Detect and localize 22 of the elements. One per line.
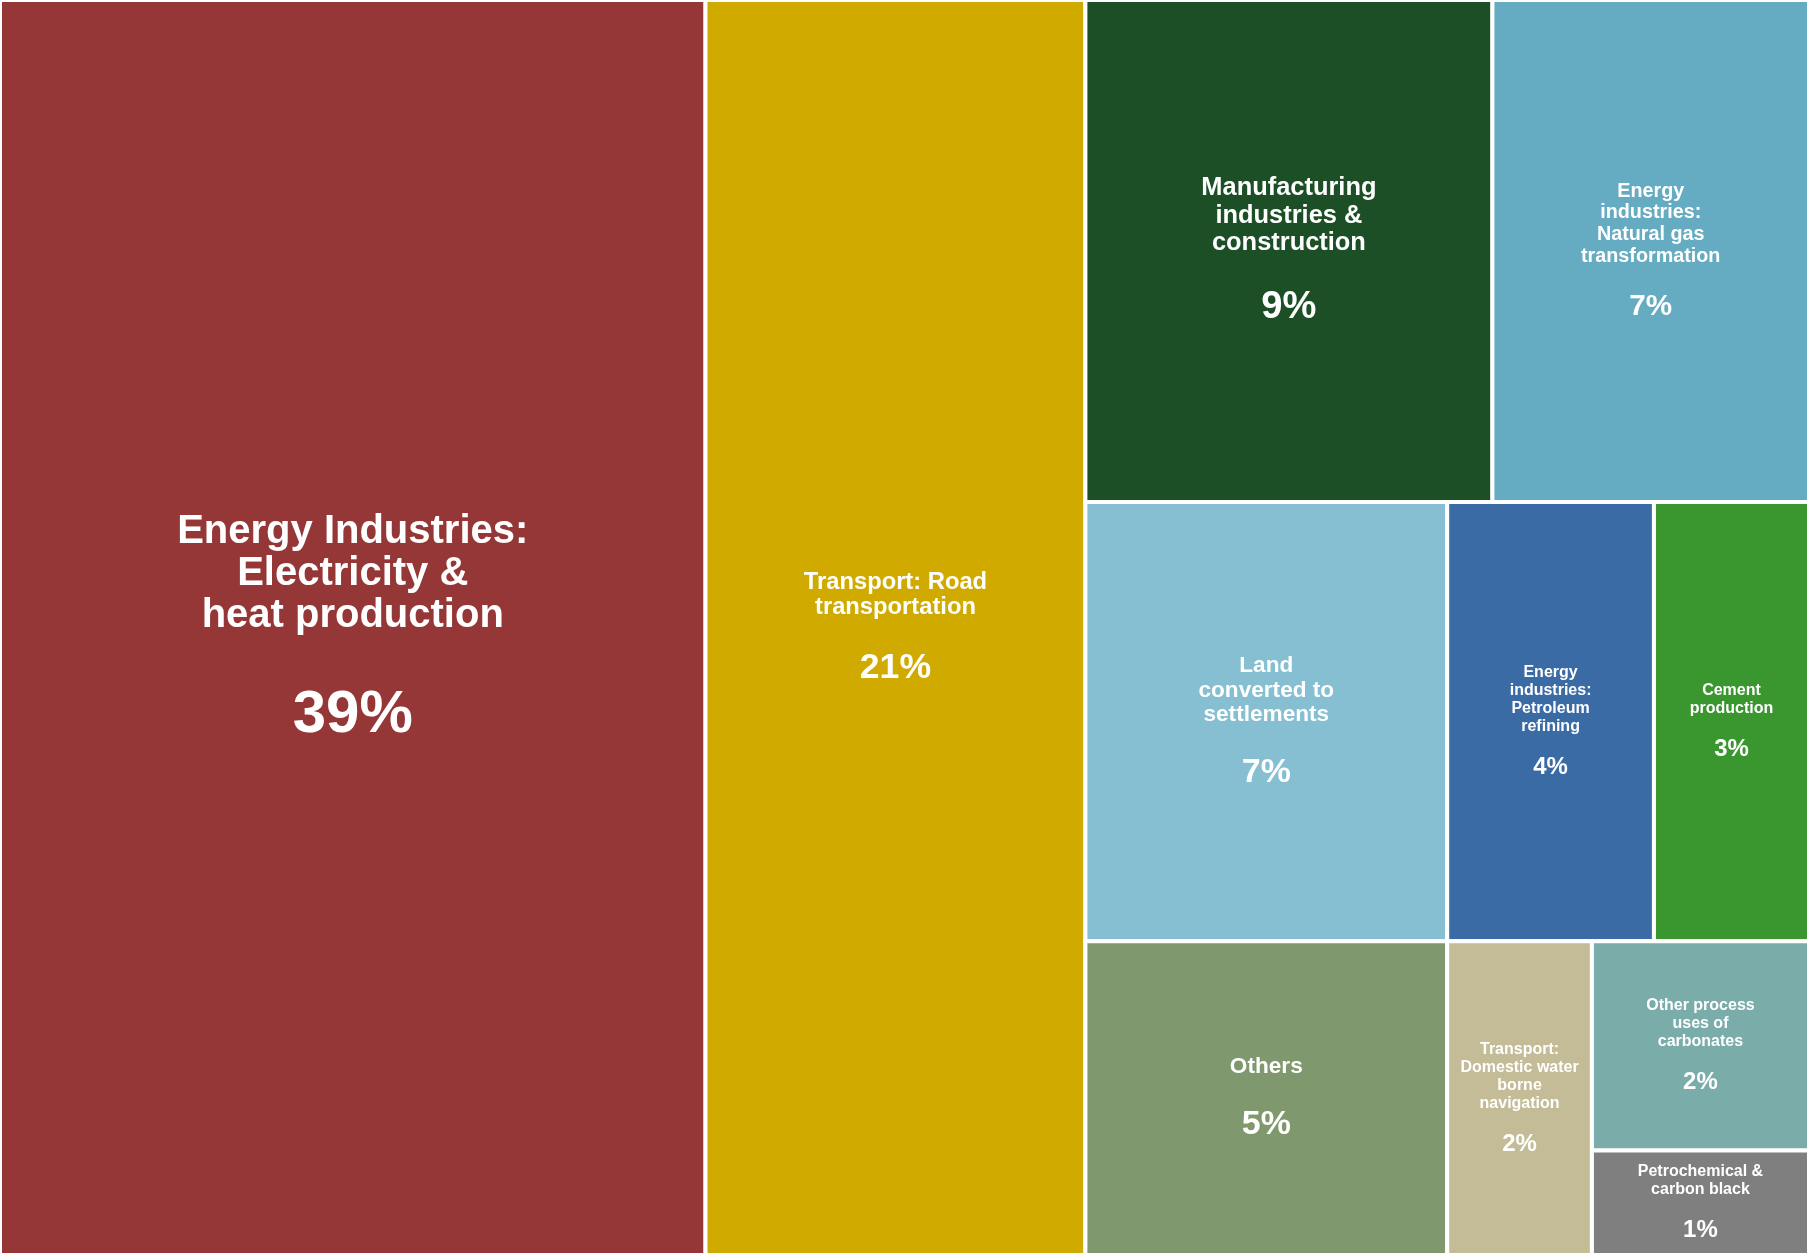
data-label: 7% — [1629, 287, 1673, 321]
category-label: Land converted to settlements — [1198, 652, 1335, 727]
data-label: 2% — [1502, 1128, 1537, 1156]
data-label: 4% — [1533, 752, 1568, 780]
category-label: Energy industries: Natural gas transformation — [1580, 178, 1721, 267]
category-label: Transport: Domestic water borne navigation — [1460, 1039, 1579, 1111]
data-label: 3% — [1714, 734, 1749, 762]
data-label: 2% — [1683, 1067, 1718, 1095]
category-label: Cement production — [1689, 681, 1774, 717]
category-label: Others — [1229, 1053, 1303, 1079]
category-label: Energy industries: Petroleum refining — [1509, 663, 1592, 735]
data-label: 1% — [1683, 1215, 1718, 1243]
data-label: 21% — [859, 645, 932, 686]
data-label: 9% — [1261, 283, 1317, 327]
data-label: 39% — [292, 677, 413, 745]
category-label: Other process uses of carbonates — [1646, 996, 1755, 1050]
category-label: Transport: Road transportation — [803, 567, 988, 620]
category-label: Energy Industries: Electricity & heat production — [177, 506, 529, 635]
data-label: 7% — [1241, 751, 1291, 790]
data-label: 5% — [1241, 1103, 1291, 1142]
category-label: Manufacturing industries & construction — [1201, 172, 1377, 256]
category-label: Petrochemical & carbon black — [1637, 1162, 1764, 1198]
